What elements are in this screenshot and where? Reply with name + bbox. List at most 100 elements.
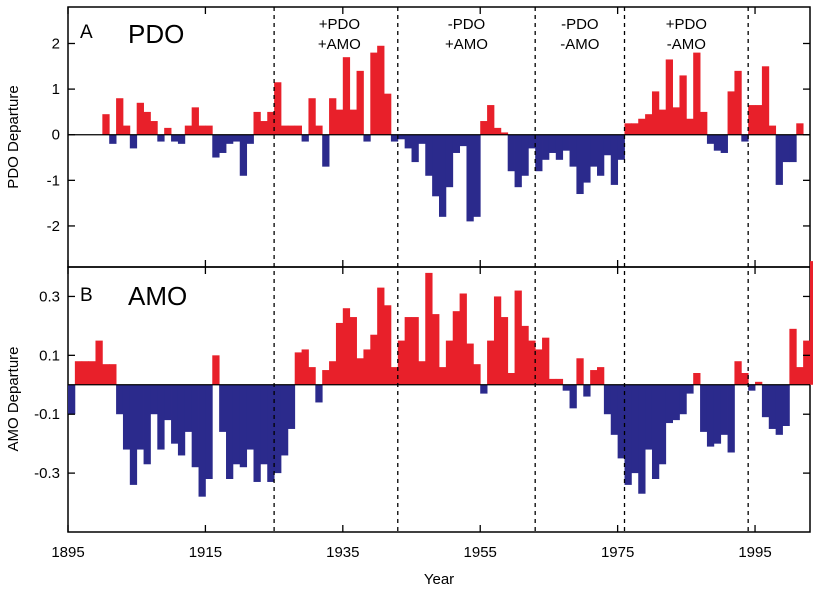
pdo-bar-1956 (487, 105, 495, 135)
amo-bar-1929 (301, 349, 309, 385)
pdo-bar-1997 (768, 125, 777, 135)
amo-bar-1926 (280, 384, 289, 456)
amo-bar-1919 (232, 384, 241, 465)
pdo-bar-1949 (439, 134, 447, 217)
pdo-bar-1963 (535, 134, 543, 172)
pdo-bar-1909 (164, 127, 172, 135)
pdo-bar-1928 (294, 125, 302, 135)
amo-bar-1963 (535, 349, 543, 385)
pdo-bar-1959 (507, 134, 515, 172)
amo-bar-1910 (171, 384, 179, 444)
pdo-bar-1920 (239, 134, 248, 176)
pdo-bar-1907 (150, 121, 158, 135)
amo-bar-1965 (548, 378, 557, 385)
pdo-bar-1913 (191, 107, 199, 135)
amo-bar-1974 (610, 384, 619, 435)
phase-label-line2: -AMO (667, 36, 706, 53)
amo-bar-1948 (432, 314, 440, 385)
pdo-bar-1954 (473, 134, 481, 217)
amo-bar-1915 (205, 384, 213, 479)
amo-bar-1907 (150, 384, 158, 415)
pdo-bar-1922 (253, 111, 261, 135)
amo-bar-1928 (294, 352, 302, 385)
amo-bar-1956 (487, 340, 495, 385)
amo-bar-1959 (507, 373, 515, 385)
amo-bar-1946 (418, 361, 426, 385)
amo-y-tick-label: -0.3 (34, 465, 60, 482)
phase-label-line1: +PDO (666, 16, 707, 33)
pdo-y-axis-title: PDO Departure (5, 85, 22, 188)
amo-bar-1944 (404, 317, 412, 385)
amo-y-ticks: 0.3 0.1 -0.1 -0.3 (34, 288, 810, 482)
amo-bar-2003 (810, 261, 813, 385)
amo-bar-1920 (239, 384, 248, 468)
amo-bar-1966 (555, 378, 564, 385)
pdo-bar-1938 (363, 134, 371, 142)
amo-bar-1991 (727, 384, 735, 453)
amo-bar-1898 (88, 361, 96, 385)
pdo-bar-1992 (734, 70, 742, 135)
amo-bar-1945 (411, 317, 419, 385)
amo-bar-1903 (122, 384, 131, 450)
amo-bar-1899 (95, 340, 103, 385)
phase-label-line2: -AMO (560, 36, 599, 53)
amo-bar-1904 (129, 384, 138, 485)
amo-bar-1993 (741, 373, 749, 385)
x-tick-label: 1995 (738, 544, 771, 561)
amo-bar-1987 (700, 384, 708, 432)
amo-bar-1979 (645, 384, 653, 450)
pdo-bar-1993 (741, 134, 749, 142)
pdo-bar-1991 (727, 91, 735, 135)
pdo-bar-1916 (212, 134, 220, 158)
pdo-y-ticks: 2 1 0 -1 -2 (47, 35, 810, 235)
pdo-bar-1958 (500, 132, 509, 135)
pdo-bar-1940 (377, 45, 385, 135)
amo-bar-1971 (590, 370, 598, 385)
amo-bar-1908 (157, 384, 165, 450)
pdo-bar-1979 (645, 114, 653, 135)
pdo-bar-1995 (755, 105, 763, 135)
amo-bar-1994 (748, 384, 756, 391)
amo-bar-1995 (755, 381, 763, 385)
pdo-bar-1966 (555, 134, 564, 160)
pdo-bar-1935 (342, 57, 351, 135)
amo-bar-1996 (761, 384, 770, 418)
pdo-bar-1973 (603, 134, 612, 156)
amo-bar-1978 (638, 384, 646, 494)
amo-bar-1927 (287, 384, 296, 429)
pdo-bar-1953 (466, 134, 474, 222)
pdo-panel-title: PDO (128, 19, 184, 49)
amo-bar-1911 (177, 384, 186, 456)
pdo-bar-1951 (452, 134, 461, 153)
phase-label-line1: +PDO (319, 16, 360, 33)
amo-bar-1895 (68, 384, 76, 415)
pdo-bar-1902 (116, 98, 124, 135)
pdo-bar-1967 (562, 134, 570, 151)
phase-label-line1: -PDO (561, 16, 599, 33)
amo-bar-1988 (706, 384, 715, 447)
amo-y-axis-title: AMO Departure (5, 346, 22, 451)
pdo-bar-1982 (665, 59, 673, 135)
amo-bar-1980 (651, 384, 660, 479)
pdo-bar-1918 (226, 134, 234, 144)
amo-bar-1976 (624, 384, 632, 485)
amo-bar-1990 (720, 384, 728, 435)
amo-bar-1967 (562, 384, 570, 391)
amo-bar-1958 (500, 317, 509, 385)
amo-bar-1909 (164, 384, 172, 421)
x-ticks: 1895 1915 1935 1955 1975 1995 (51, 7, 772, 561)
amo-bar-1962 (528, 340, 536, 385)
pdo-bar-1964 (542, 134, 550, 160)
pdo-bar-1942 (390, 134, 399, 142)
pdo-bar-1980 (651, 91, 660, 135)
amo-bar-1973 (603, 384, 612, 415)
amo-bar-1930 (308, 367, 316, 385)
amo-bar-2002 (803, 340, 811, 385)
pdo-bar-1975 (617, 134, 625, 160)
pdo-bar-1974 (610, 134, 619, 185)
amo-bar-1947 (425, 272, 433, 385)
pdo-bar-1924 (267, 111, 275, 135)
amo-bar-1940 (377, 287, 385, 385)
pdo-y-tick-label: -2 (47, 218, 60, 235)
x-tick-label: 1935 (326, 544, 359, 561)
